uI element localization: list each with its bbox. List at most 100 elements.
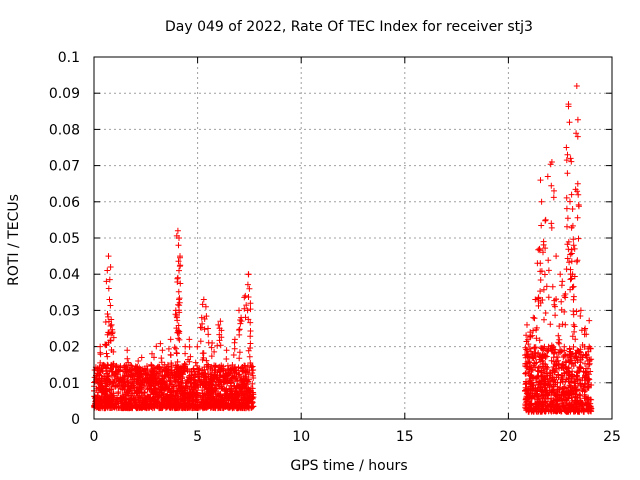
data-point <box>564 223 570 230</box>
data-point <box>107 337 114 344</box>
data-point <box>131 390 138 396</box>
data-point <box>247 340 254 347</box>
data-point <box>236 355 243 362</box>
data-point <box>97 369 104 376</box>
data-point <box>232 367 239 373</box>
data-point <box>530 327 537 334</box>
data-point <box>124 355 131 362</box>
data-point <box>227 390 234 397</box>
data-point <box>154 370 161 377</box>
y-tick-label: 0.01 <box>49 376 80 392</box>
data-point <box>534 367 541 374</box>
data-point <box>577 307 584 314</box>
data-point <box>123 395 129 402</box>
data-point <box>564 170 571 177</box>
data-point <box>186 336 193 343</box>
data-point <box>548 220 555 227</box>
data-point <box>175 288 182 295</box>
data-point <box>126 367 133 373</box>
data-point <box>250 403 257 410</box>
data-point <box>545 267 552 274</box>
data-point <box>92 398 99 405</box>
data-point <box>542 310 549 316</box>
data-point <box>201 391 208 398</box>
data-point <box>560 365 567 371</box>
data-point <box>140 404 147 410</box>
data-point <box>199 320 206 327</box>
data-point <box>182 361 189 368</box>
data-point <box>223 396 230 403</box>
data-point <box>217 392 224 399</box>
data-point <box>158 359 165 366</box>
y-tick-label: 0.1 <box>58 50 80 66</box>
data-point <box>200 371 207 378</box>
data-point <box>558 298 565 305</box>
data-point <box>186 373 192 380</box>
data-point <box>570 373 577 380</box>
data-point <box>208 344 215 351</box>
data-point <box>534 393 541 400</box>
data-point <box>245 316 252 323</box>
data-point <box>228 385 235 392</box>
data-point <box>230 352 237 358</box>
data-point <box>236 307 242 314</box>
data-point <box>577 392 584 399</box>
data-point <box>540 249 546 256</box>
data-point <box>558 397 565 404</box>
data-point <box>168 396 175 403</box>
data-point <box>555 361 562 368</box>
data-point <box>104 331 111 338</box>
data-point <box>172 362 179 369</box>
data-point <box>567 198 573 205</box>
data-point <box>246 353 253 360</box>
data-point <box>564 255 571 262</box>
data-point <box>176 336 183 343</box>
data-point <box>562 402 569 408</box>
data-point <box>575 380 581 387</box>
y-tick-label: 0 <box>71 412 80 428</box>
data-point <box>165 345 172 352</box>
data-point <box>570 321 577 328</box>
data-point <box>544 173 551 180</box>
data-point <box>150 402 157 409</box>
data-point <box>578 351 585 358</box>
data-point <box>242 368 249 375</box>
data-point <box>136 370 143 377</box>
data-point <box>574 257 581 264</box>
plot-frame <box>93 56 613 420</box>
data-point <box>574 188 581 195</box>
data-point <box>187 389 194 396</box>
data-point <box>227 379 234 386</box>
data-point <box>104 371 111 378</box>
data-point <box>103 278 110 285</box>
data-point <box>138 354 145 361</box>
data-point <box>209 394 216 401</box>
data-point <box>190 403 196 410</box>
data-point <box>223 356 230 362</box>
data-point <box>144 363 150 370</box>
data-point <box>199 301 206 308</box>
data-point <box>585 397 592 404</box>
data-point <box>194 362 200 369</box>
data-point <box>223 386 230 393</box>
data-point <box>159 368 166 375</box>
data-point <box>570 293 577 300</box>
data-point <box>529 332 536 339</box>
data-point <box>111 376 118 383</box>
data-point <box>578 382 585 389</box>
data-point <box>570 343 577 350</box>
data-point <box>247 306 254 313</box>
data-point <box>187 380 194 387</box>
data-point <box>244 281 251 288</box>
data-point <box>569 206 576 212</box>
data-point <box>208 363 215 370</box>
data-point <box>565 238 572 245</box>
data-point <box>542 245 549 252</box>
data-point <box>188 398 195 405</box>
axes: 0 0.01 0.02 0.03 0.04 0.05 0.06 0.07 0.08 0.09 0.1… <box>49 50 621 445</box>
data-point <box>120 377 127 384</box>
data-point <box>585 376 591 383</box>
data-point <box>555 339 562 346</box>
data-point <box>247 360 254 366</box>
data-point <box>538 222 545 229</box>
